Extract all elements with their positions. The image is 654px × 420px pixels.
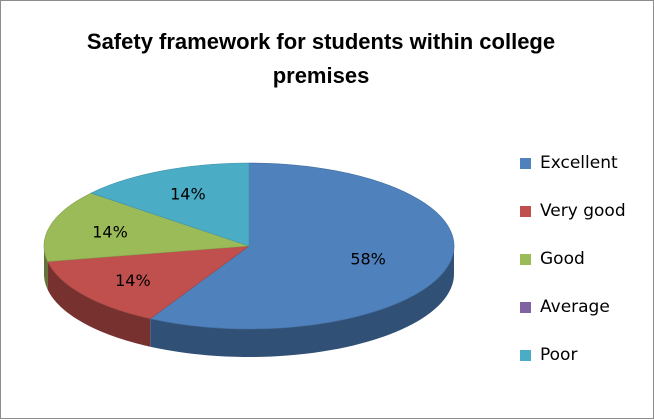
data-label-very-good: 14% bbox=[115, 271, 151, 290]
legend-label-average: Average bbox=[540, 297, 610, 317]
pie-slice-poor bbox=[90, 162, 250, 247]
data-label-good: 14% bbox=[92, 223, 128, 242]
legend-label-excellent: Excellent bbox=[540, 153, 618, 173]
legend-swatch-average bbox=[520, 302, 531, 313]
pie-slice-very-good bbox=[47, 245, 251, 320]
legend-swatch-poor bbox=[520, 350, 531, 361]
legend-item-good: Good bbox=[520, 249, 654, 297]
legend-item-very-good: Very good bbox=[520, 201, 654, 249]
legend-item-excellent: Excellent bbox=[520, 153, 654, 201]
chart-title-line-1: Safety framework for students within col… bbox=[86, 29, 556, 54]
legend-swatch-very-good bbox=[520, 206, 531, 217]
legend: Excellent Very good Good Average Poor bbox=[520, 153, 654, 393]
legend-swatch-excellent bbox=[520, 158, 531, 169]
pie-side-good bbox=[44, 246, 48, 290]
legend-label-poor: Poor bbox=[540, 345, 578, 365]
legend-item-poor: Poor bbox=[520, 345, 654, 393]
legend-label-good: Good bbox=[540, 249, 585, 269]
legend-item-average: Average bbox=[520, 297, 654, 345]
pie-side-very-good bbox=[47, 261, 151, 347]
pie-side-excellent bbox=[150, 246, 455, 357]
chart-title: Safety framework for students within col… bbox=[21, 25, 621, 93]
chart-title-line-2: premises bbox=[272, 63, 370, 88]
pie-slice-excellent bbox=[149, 162, 455, 330]
data-label-excellent: 58% bbox=[350, 249, 386, 268]
pie-slice-good bbox=[43, 192, 250, 262]
legend-swatch-good bbox=[520, 254, 531, 265]
data-label-poor: 14% bbox=[170, 184, 206, 203]
legend-label-very-good: Very good bbox=[540, 201, 626, 221]
